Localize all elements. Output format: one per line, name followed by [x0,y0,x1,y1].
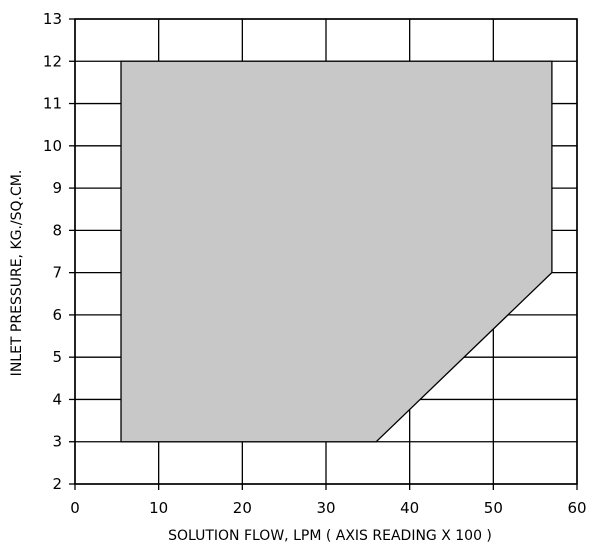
x-tick-label: 40 [400,499,419,517]
y-tick-labels: 2 3 4 5 6 7 8 9 10 11 12 13 [43,10,75,493]
y-tick-label: 10 [43,137,62,155]
operating-area [120,60,553,443]
y-tick-label: 9 [52,179,62,197]
y-tick-label: 2 [52,475,62,493]
x-tick-label: 20 [233,499,252,517]
y-tick-label: 13 [43,10,62,28]
y-tick-label: 11 [43,95,62,113]
y-tick-label: 4 [52,390,62,408]
operating-area-polygon [120,60,553,443]
x-tick-label: 50 [484,499,503,517]
y-tick-label: 8 [52,221,62,239]
x-tick-label: 60 [567,499,586,517]
y-tick-label: 12 [43,52,62,70]
y-tick-label: 6 [52,306,62,324]
y-axis-label: INLET PRESSURE, KG./SQ.CM. [9,170,25,377]
y-tick-label: 7 [52,264,62,282]
x-tick-label: 10 [149,499,168,517]
x-axis-label: SOLUTION FLOW, LPM ( AXIS READING X 100 … [168,528,492,544]
x-tick-label: 0 [70,499,80,517]
y-tick-label: 5 [52,348,62,366]
x-tick-label: 30 [316,499,335,517]
y-tick-label: 3 [52,433,62,451]
x-tick-labels: 0 10 20 30 40 50 60 [70,484,587,517]
